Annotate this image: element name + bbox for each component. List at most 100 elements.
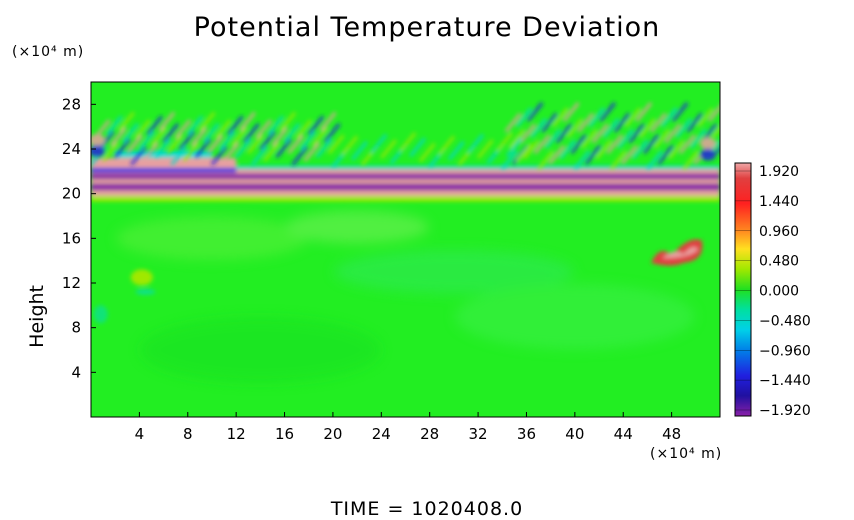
wave-streak [166, 134, 184, 155]
wave-streak [198, 111, 216, 132]
wave-streak [551, 107, 569, 128]
wave-streak [122, 123, 139, 143]
wave-streak [646, 150, 664, 171]
wave-streak [671, 102, 689, 122]
x-tick-label: 44 [614, 425, 633, 443]
edge-blob-left [93, 305, 108, 324]
wave-streak [519, 123, 537, 144]
wave-streak [315, 138, 333, 158]
soft-blob [140, 317, 381, 383]
wave-streak [222, 142, 240, 162]
time-label: TIME = 1020408.0 [330, 498, 524, 520]
x-axis-unit: (×10⁴ m) [650, 446, 723, 462]
wave-streak [174, 119, 192, 140]
wave-streak [496, 131, 514, 152]
wave-streak [341, 135, 359, 156]
wave-streak [675, 118, 693, 138]
field-layer [91, 102, 720, 383]
wave-streak [218, 130, 236, 151]
wave-streak [170, 145, 188, 166]
x-tick-label: 8 [183, 425, 193, 443]
edge-blob [699, 137, 716, 150]
wave-streak [570, 134, 587, 154]
small-blob [130, 269, 153, 286]
warm-anomaly [651, 239, 703, 266]
small-anomaly [93, 269, 156, 324]
wave-streak [134, 119, 152, 140]
x-tick-label: 32 [469, 425, 488, 443]
colorbar-label: 1.440 [759, 194, 799, 210]
wave-streak [447, 140, 465, 161]
edge-blob [91, 145, 106, 158]
wave-streak [295, 119, 313, 140]
wave-streak [370, 133, 388, 154]
y-axis: 4 8 12 16 20 24 28 [62, 95, 96, 381]
wave-streak [142, 142, 160, 162]
wave-streak [599, 102, 616, 122]
wave-streak [154, 138, 172, 158]
soft-blob [115, 216, 308, 261]
wave-streak [307, 115, 325, 136]
wave-streak [255, 119, 272, 140]
wave-streak [555, 123, 573, 144]
y-tick-label: 16 [62, 229, 81, 247]
wave-streak [530, 118, 547, 138]
wave-streak [562, 102, 580, 122]
wave-streak [210, 145, 228, 166]
wave-streak [544, 128, 562, 149]
soft-blob [285, 210, 430, 244]
wave-streak [291, 145, 309, 166]
wave-streak [271, 126, 289, 147]
wave-streak [715, 146, 720, 154]
x-axis: 4 8 12 16 20 24 28 32 36 40 44 48 [135, 412, 681, 443]
wave-streak [130, 145, 148, 166]
wave-streak [522, 139, 540, 160]
x-tick-label: 28 [420, 425, 439, 443]
wave-streak [664, 123, 682, 144]
soft-variations [115, 210, 695, 383]
wave-streak [303, 142, 321, 162]
wave-streak [380, 139, 397, 159]
wave-streak [243, 123, 260, 143]
soft-blob [333, 249, 574, 294]
colorbar-label: 1.920 [759, 164, 799, 180]
wave-streak [150, 126, 168, 147]
y-tick-label: 4 [71, 363, 81, 381]
wave-streak [476, 139, 494, 159]
soft-blob [454, 283, 695, 350]
x-tick-label: 40 [565, 425, 584, 443]
wave-streak [653, 128, 671, 149]
wave-streak [267, 115, 285, 136]
wave-streak [682, 150, 700, 171]
wave-streak [577, 112, 595, 133]
wave-streak [230, 126, 248, 147]
wave-streak [311, 126, 329, 147]
wave-streak [138, 130, 156, 151]
wave-streak [515, 107, 533, 128]
wave-streak [595, 139, 613, 160]
band-stripe-left [91, 157, 237, 168]
wave-streak [190, 126, 208, 147]
wave-streak [239, 111, 256, 132]
wave-streak [617, 128, 635, 149]
band-stripe-left [91, 167, 237, 173]
band-stripe [91, 195, 720, 202]
wave-streak [418, 142, 436, 163]
wave-streak [214, 119, 232, 140]
wave-streak [689, 128, 707, 149]
wave-streak [105, 115, 123, 136]
wave-streak [409, 137, 427, 158]
band-stripe-left [115, 151, 212, 158]
wave-streak [226, 115, 244, 136]
x-tick-label: 36 [517, 425, 536, 443]
band-stripe [91, 190, 720, 196]
wave-streak [631, 139, 649, 160]
wave-streak [580, 128, 598, 149]
y-tick-label: 20 [62, 185, 81, 203]
band-stripe [91, 183, 720, 191]
colorbar-label: 0.960 [759, 224, 799, 240]
wave-streak [584, 144, 602, 165]
wave-streak [548, 144, 566, 165]
chart-title: Potential Temperature Deviation [193, 12, 661, 43]
wave-streak [613, 112, 631, 133]
